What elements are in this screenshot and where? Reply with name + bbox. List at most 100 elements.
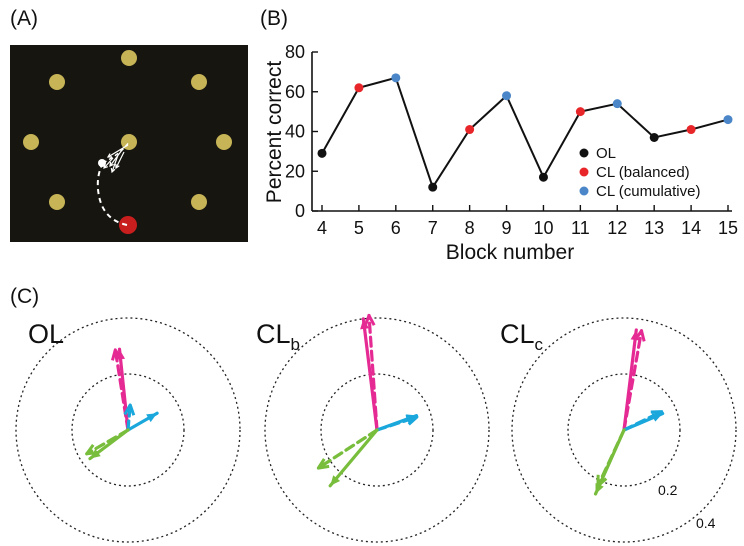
- vector-arrow-head: [85, 444, 98, 456]
- polar-plots: OL CLb CLc 0.2 0.4: [15, 313, 737, 543]
- x-tick-label: 8: [465, 218, 475, 238]
- legend-marker: [579, 148, 589, 158]
- velocity-arrow: [107, 144, 129, 158]
- vector-arrow-head: [650, 410, 664, 421]
- x-tick-label: 7: [428, 218, 438, 238]
- legend: OL CL (balanced) CL (cumulative): [579, 145, 700, 200]
- panel-label-b: (B): [260, 7, 288, 30]
- x-tick-label: 9: [502, 218, 512, 238]
- polar-subplot: OL: [15, 317, 241, 543]
- x-tick-label: 10: [533, 218, 553, 238]
- data-point: [465, 125, 475, 135]
- inner-ring: [567, 373, 681, 487]
- outer-ring: [511, 317, 737, 543]
- legend-marker: [579, 186, 589, 196]
- y-axis-title: Percent correct: [263, 61, 286, 204]
- panel-label-a: (A): [10, 7, 38, 30]
- legend-entry: OL: [596, 145, 616, 162]
- data-point: [723, 115, 733, 125]
- data-point: [686, 125, 696, 135]
- vector-arrow-head: [634, 329, 646, 342]
- x-axis-title: Block number: [446, 241, 574, 264]
- target-marker: [216, 134, 232, 150]
- velocity-arrow: [109, 149, 123, 167]
- velocity-arrow: [111, 154, 119, 173]
- x-tick-label: 6: [391, 218, 401, 238]
- vector-arrow-head: [316, 458, 330, 470]
- data-point: [649, 132, 659, 142]
- velocity-arrows: [103, 144, 129, 174]
- y-tick-label: 20: [285, 161, 305, 181]
- vector-arrow: [622, 329, 644, 432]
- vector-arrow-head: [110, 348, 123, 361]
- vector-arrow: [85, 428, 130, 456]
- data-point: [538, 172, 548, 182]
- panel-label-c: (C): [10, 285, 39, 308]
- outer-ring: [15, 317, 241, 543]
- vector-arrow: [596, 428, 626, 488]
- x-tick-label: 15: [718, 218, 738, 238]
- inner-ring: [71, 373, 185, 487]
- y-tick-label: 0: [295, 201, 305, 221]
- inner-ring: [320, 373, 434, 487]
- y-tick-label: 40: [285, 122, 305, 142]
- velocity-arrow: [103, 157, 114, 169]
- vector-arrow-head: [123, 403, 136, 416]
- velocity-arrow-head: [109, 161, 114, 168]
- velocity-arrow: [115, 151, 125, 169]
- data-point: [317, 148, 327, 158]
- legend-marker: [579, 167, 589, 177]
- cursor-dot: [98, 159, 106, 167]
- polar-title: CLb: [256, 319, 300, 354]
- x-tick-label: 11: [571, 218, 590, 238]
- x-tick-label: 13: [644, 218, 664, 238]
- target-marker: [191, 74, 207, 90]
- polar-title: CLc: [500, 319, 544, 354]
- ring-label-outer: 0.4: [696, 515, 716, 531]
- target-marker: [23, 134, 39, 150]
- polar-subplot: CLc 0.2 0.4: [500, 317, 737, 543]
- vector-arrow: [316, 428, 379, 470]
- vector-arrow: [622, 409, 664, 432]
- x-tick-label: 14: [681, 218, 701, 238]
- vector-arrow: [126, 403, 132, 432]
- vector-arrow-head: [146, 413, 158, 423]
- y-tick-label: 80: [285, 42, 305, 62]
- target-marker: [49, 194, 65, 210]
- vector-arrow: [328, 428, 379, 488]
- x-tick-label: 5: [354, 218, 364, 238]
- vector-arrow-head: [596, 474, 608, 488]
- data-point: [354, 83, 364, 93]
- legend-entry: CL (cumulative): [596, 183, 700, 200]
- vector-arrow-head: [405, 414, 419, 426]
- polar-title: OL: [28, 319, 64, 349]
- line-chart: 0 20 40 60 80 4 5 6 7 8 9 10 11 12 13 14 15 Percent cor…: [263, 42, 738, 264]
- series-line: [321, 76, 729, 190]
- ring-label-inner: 0.2: [658, 482, 678, 498]
- vector-arrow-head: [363, 313, 376, 327]
- vector-arrow: [375, 415, 419, 432]
- x-tick-label: 4: [317, 218, 327, 238]
- velocity-arrow-head: [110, 167, 116, 174]
- data-point: [575, 107, 585, 117]
- active-target-marker: [119, 216, 137, 234]
- target-marker: [49, 74, 65, 90]
- vector-arrow-head: [330, 475, 341, 486]
- target-marker: [191, 194, 207, 210]
- target-marker: [121, 50, 137, 66]
- outer-ring: [264, 317, 490, 543]
- data-point: [391, 73, 401, 83]
- vector-arrow: [367, 313, 379, 432]
- data-point: [428, 182, 438, 192]
- x-tick-label: 12: [607, 218, 627, 238]
- polar-subplot: CLb: [256, 313, 490, 543]
- cursor-trajectory: [96, 162, 128, 226]
- data-point: [502, 91, 512, 101]
- legend-entry: CL (balanced): [596, 164, 690, 181]
- data-point: [612, 99, 622, 109]
- velocity-arrow-head: [106, 153, 113, 158]
- y-tick-label: 60: [285, 82, 305, 102]
- arena-panel: [10, 45, 248, 242]
- vector-arrow: [113, 348, 130, 432]
